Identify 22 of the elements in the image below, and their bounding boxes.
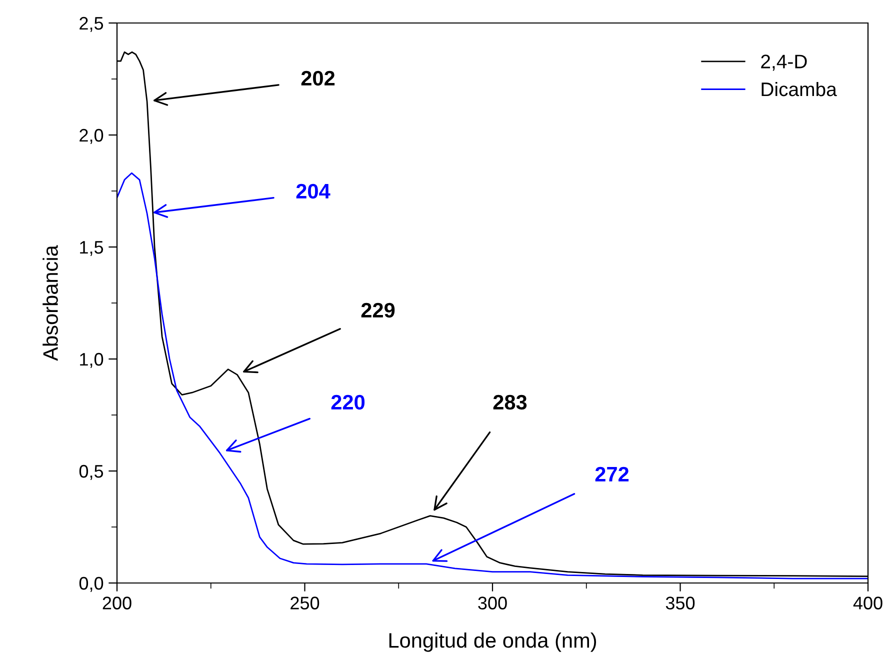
y-tick-label: 2,0 <box>80 128 104 144</box>
y-tick-label: 2,5 <box>80 16 104 32</box>
x-tick-label: 200 <box>102 596 132 610</box>
x-tick-label: 300 <box>478 596 507 610</box>
annotation: 204 <box>296 184 330 199</box>
annotation: 283 <box>493 394 527 410</box>
x-tick-label: 400 <box>853 596 882 610</box>
y-tick-label: 0,5 <box>79 464 104 480</box>
x-tick-label: 250 <box>290 596 320 610</box>
annotation: 202 <box>301 70 335 86</box>
y-tick-label: 1,0 <box>80 352 104 368</box>
line-series <box>117 172 868 580</box>
annotation: 272 <box>595 466 629 482</box>
x-tick-label: 350 <box>666 596 695 610</box>
legend-label: 2,4-D <box>761 54 807 71</box>
y-axis-title: Absorbancia <box>42 245 58 361</box>
legend-label: Dicamba <box>762 82 837 96</box>
y-tick-label: 0,0 <box>79 576 104 592</box>
x-axis-title: Longitud de onda (nm) <box>389 632 596 652</box>
annotation: 229 <box>361 302 395 318</box>
y-tick-label: 1,5 <box>80 241 104 256</box>
annotation: 220 <box>331 394 365 410</box>
